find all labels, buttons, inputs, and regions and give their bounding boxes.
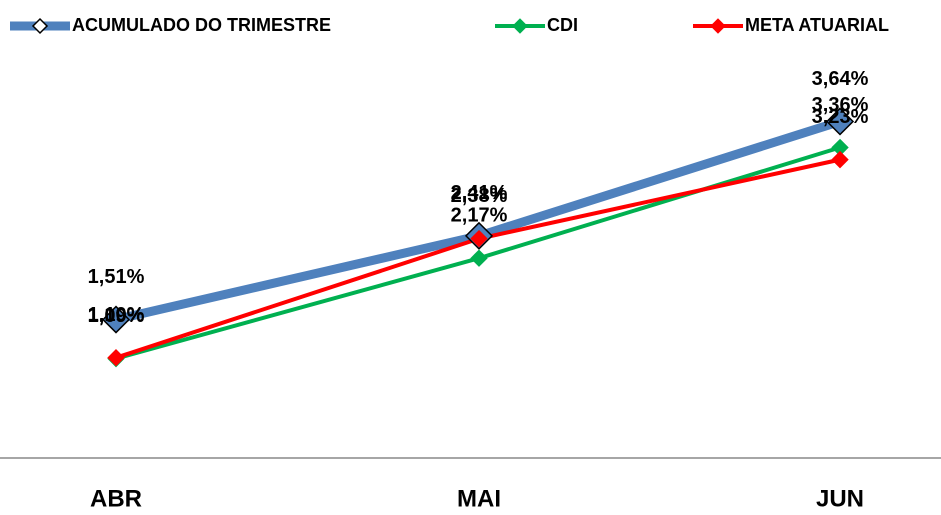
data-label: 2,38% xyxy=(451,185,508,207)
x-tick-label: ABR xyxy=(90,485,142,512)
legend-label: ACUMULADO DO TRIMESTRE xyxy=(72,15,331,35)
legend-label: META ATUARIAL xyxy=(745,15,889,35)
data-point xyxy=(825,107,855,136)
data-point xyxy=(107,348,125,367)
data-point xyxy=(831,150,849,169)
legend-marker xyxy=(710,18,726,34)
data-label: 2,41% xyxy=(451,182,508,204)
legend-label: CDI xyxy=(547,15,578,35)
x-tick-label: MAI xyxy=(457,485,501,512)
data-label: 1,09% xyxy=(88,305,145,327)
data-point xyxy=(470,229,488,248)
data-label: 3,64% xyxy=(812,68,869,90)
data-point xyxy=(101,305,131,334)
legend-marker xyxy=(512,18,528,34)
legend-marker xyxy=(31,17,49,35)
data-label: 3,23% xyxy=(812,106,869,128)
data-label: 2,17% xyxy=(451,204,508,226)
data-point xyxy=(470,249,488,267)
data-label: 3,36% xyxy=(812,94,869,116)
x-tick-label: JUN xyxy=(816,485,864,512)
data-label: 1,10% xyxy=(88,304,145,326)
data-label: 1,51% xyxy=(88,266,145,288)
